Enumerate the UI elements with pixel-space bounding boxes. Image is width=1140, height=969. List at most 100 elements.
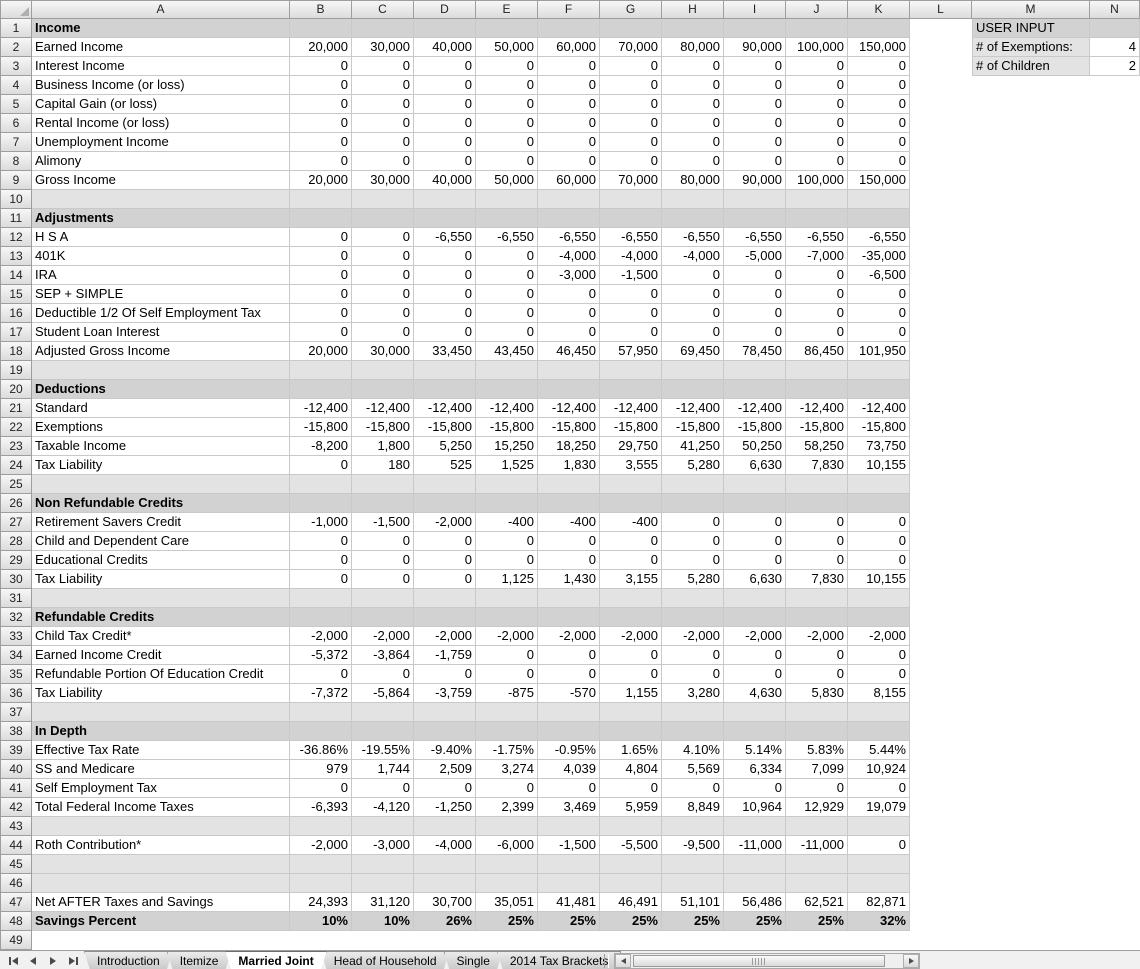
row-header-39[interactable]: 39	[0, 741, 32, 760]
cell-D1[interactable]	[414, 19, 476, 38]
cell-F9[interactable]: 60,000	[538, 171, 600, 190]
cell-M36[interactable]	[972, 684, 1090, 703]
column-header-G[interactable]: G	[600, 0, 662, 19]
cell-E22[interactable]: -15,800	[476, 418, 538, 437]
cell-K37[interactable]	[848, 703, 910, 722]
cell-A37[interactable]	[32, 703, 290, 722]
cell-D8[interactable]: 0	[414, 152, 476, 171]
cell-A16[interactable]: Deductible 1/2 Of Self Employment Tax	[32, 304, 290, 323]
cell-J2[interactable]: 100,000	[786, 38, 848, 57]
last-sheet-button[interactable]	[66, 954, 80, 968]
cell-N33[interactable]	[1090, 627, 1140, 646]
cell-H14[interactable]: 0	[662, 266, 724, 285]
cell-M41[interactable]	[972, 779, 1090, 798]
cell-M2[interactable]: # of Exemptions:	[972, 38, 1090, 57]
cell-J32[interactable]	[786, 608, 848, 627]
cell-G49[interactable]	[600, 931, 662, 950]
row-header-32[interactable]: 32	[0, 608, 32, 627]
cell-N18[interactable]	[1090, 342, 1140, 361]
cell-M13[interactable]	[972, 247, 1090, 266]
cell-J1[interactable]	[786, 19, 848, 38]
cell-B17[interactable]: 0	[290, 323, 352, 342]
cell-H5[interactable]: 0	[662, 95, 724, 114]
cell-M11[interactable]	[972, 209, 1090, 228]
row-header-49[interactable]: 49	[0, 931, 32, 950]
cell-H6[interactable]: 0	[662, 114, 724, 133]
cell-D21[interactable]: -12,400	[414, 399, 476, 418]
cell-K39[interactable]: 5.44%	[848, 741, 910, 760]
cell-E29[interactable]: 0	[476, 551, 538, 570]
cell-E33[interactable]: -2,000	[476, 627, 538, 646]
cell-F26[interactable]	[538, 494, 600, 513]
cell-G40[interactable]: 4,804	[600, 760, 662, 779]
cell-L20[interactable]	[910, 380, 972, 399]
cell-M38[interactable]	[972, 722, 1090, 741]
cell-C26[interactable]	[352, 494, 414, 513]
cell-I32[interactable]	[724, 608, 786, 627]
cell-A33[interactable]: Child Tax Credit*	[32, 627, 290, 646]
cell-H21[interactable]: -12,400	[662, 399, 724, 418]
cell-E48[interactable]: 25%	[476, 912, 538, 931]
cell-A8[interactable]: Alimony	[32, 152, 290, 171]
cell-A18[interactable]: Adjusted Gross Income	[32, 342, 290, 361]
row-header-17[interactable]: 17	[0, 323, 32, 342]
cell-N31[interactable]	[1090, 589, 1140, 608]
cell-J36[interactable]: 5,830	[786, 684, 848, 703]
cell-G44[interactable]: -5,500	[600, 836, 662, 855]
cell-K3[interactable]: 0	[848, 57, 910, 76]
cell-E42[interactable]: 2,399	[476, 798, 538, 817]
cell-G17[interactable]: 0	[600, 323, 662, 342]
row-header-16[interactable]: 16	[0, 304, 32, 323]
cell-J22[interactable]: -15,800	[786, 418, 848, 437]
previous-sheet-button[interactable]	[26, 954, 40, 968]
cell-B33[interactable]: -2,000	[290, 627, 352, 646]
cell-F45[interactable]	[538, 855, 600, 874]
cell-M25[interactable]	[972, 475, 1090, 494]
tab-2014-tax-brackets[interactable]: 2014 Tax Brackets	[497, 951, 622, 969]
cell-D31[interactable]	[414, 589, 476, 608]
cell-B9[interactable]: 20,000	[290, 171, 352, 190]
cell-E17[interactable]: 0	[476, 323, 538, 342]
cell-I20[interactable]	[724, 380, 786, 399]
cell-M14[interactable]	[972, 266, 1090, 285]
cell-H29[interactable]: 0	[662, 551, 724, 570]
cell-F46[interactable]	[538, 874, 600, 893]
row-header-30[interactable]: 30	[0, 570, 32, 589]
cell-A19[interactable]	[32, 361, 290, 380]
cell-F43[interactable]	[538, 817, 600, 836]
cell-B8[interactable]: 0	[290, 152, 352, 171]
cell-D27[interactable]: -2,000	[414, 513, 476, 532]
cell-F14[interactable]: -3,000	[538, 266, 600, 285]
cell-I24[interactable]: 6,630	[724, 456, 786, 475]
cell-N25[interactable]	[1090, 475, 1140, 494]
cell-B28[interactable]: 0	[290, 532, 352, 551]
cell-F34[interactable]: 0	[538, 646, 600, 665]
cell-L7[interactable]	[910, 133, 972, 152]
cell-I9[interactable]: 90,000	[724, 171, 786, 190]
cell-I38[interactable]	[724, 722, 786, 741]
cell-G2[interactable]: 70,000	[600, 38, 662, 57]
cell-N39[interactable]	[1090, 741, 1140, 760]
cell-J10[interactable]	[786, 190, 848, 209]
cell-A24[interactable]: Tax Liability	[32, 456, 290, 475]
cell-C8[interactable]: 0	[352, 152, 414, 171]
cell-F30[interactable]: 1,430	[538, 570, 600, 589]
cell-H46[interactable]	[662, 874, 724, 893]
cell-A22[interactable]: Exemptions	[32, 418, 290, 437]
cell-G47[interactable]: 46,491	[600, 893, 662, 912]
cell-C30[interactable]: 0	[352, 570, 414, 589]
row-header-22[interactable]: 22	[0, 418, 32, 437]
cell-F40[interactable]: 4,039	[538, 760, 600, 779]
cell-E49[interactable]	[476, 931, 538, 950]
cell-E44[interactable]: -6,000	[476, 836, 538, 855]
cell-A14[interactable]: IRA	[32, 266, 290, 285]
cell-N47[interactable]	[1090, 893, 1140, 912]
cell-K26[interactable]	[848, 494, 910, 513]
cell-K4[interactable]: 0	[848, 76, 910, 95]
cell-I30[interactable]: 6,630	[724, 570, 786, 589]
cell-K40[interactable]: 10,924	[848, 760, 910, 779]
cell-H44[interactable]: -9,500	[662, 836, 724, 855]
row-header-6[interactable]: 6	[0, 114, 32, 133]
cell-M28[interactable]	[972, 532, 1090, 551]
cell-L9[interactable]	[910, 171, 972, 190]
